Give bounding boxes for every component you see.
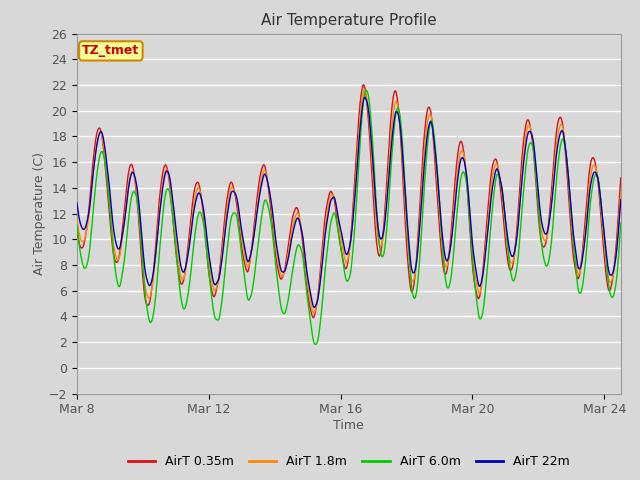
Y-axis label: Air Temperature (C): Air Temperature (C): [33, 152, 46, 275]
Title: Air Temperature Profile: Air Temperature Profile: [261, 13, 436, 28]
X-axis label: Time: Time: [333, 419, 364, 432]
Legend: AirT 0.35m, AirT 1.8m, AirT 6.0m, AirT 22m: AirT 0.35m, AirT 1.8m, AirT 6.0m, AirT 2…: [123, 450, 575, 473]
Text: TZ_tmet: TZ_tmet: [82, 44, 140, 58]
